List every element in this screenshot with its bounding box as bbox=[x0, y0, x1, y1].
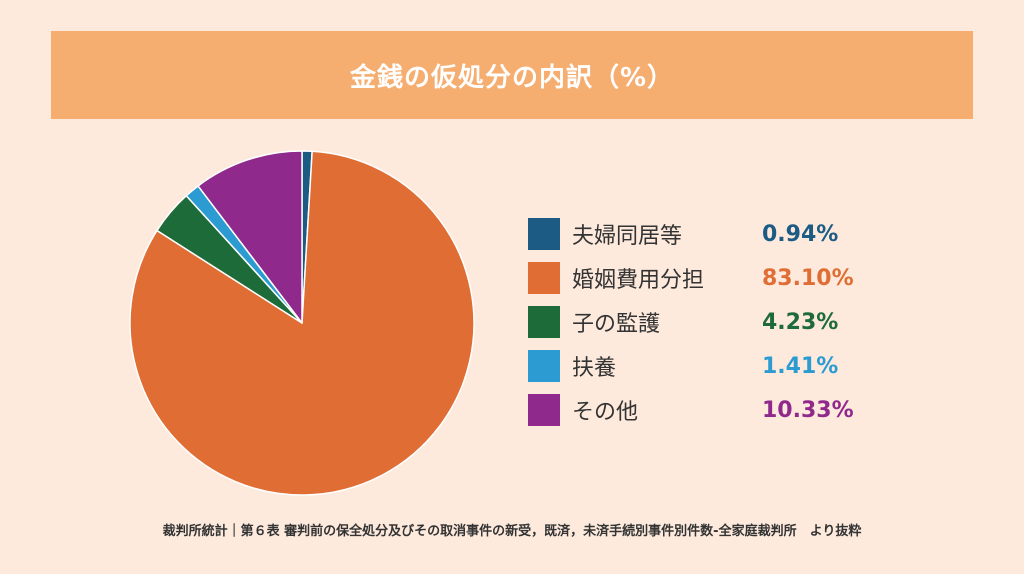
legend-item: 扶養 1.41% bbox=[528, 344, 928, 388]
legend-value: 10.33% bbox=[762, 397, 854, 423]
legend-label: その他 bbox=[572, 400, 639, 425]
legend-item: 婚姻費用分担 83.10% bbox=[528, 256, 928, 300]
legend-value: 1.41% bbox=[762, 353, 839, 379]
legend-label: 婚姻費用分担 bbox=[572, 268, 705, 293]
pie-chart bbox=[129, 150, 475, 496]
legend-item: その他 10.33% bbox=[528, 388, 928, 432]
legend-label: 子の監護 bbox=[572, 312, 661, 337]
legend-label: 扶養 bbox=[572, 356, 617, 381]
legend: 夫婦同居等 0.94% 婚姻費用分担 83.10% 子の監護 4.23% 扶養 … bbox=[528, 212, 928, 432]
chart-title: 金銭の仮処分の内訳（%） bbox=[349, 62, 675, 93]
title-banner: 金銭の仮処分の内訳（%） bbox=[51, 31, 973, 119]
source-note: 裁判所統計｜第６表 審判前の保全処分及びその取消事件の新受，既済，未済手続別事件… bbox=[162, 524, 862, 539]
pie-slice-5 bbox=[197, 150, 303, 324]
legend-value: 83.10% bbox=[762, 265, 854, 291]
legend-item: 子の監護 4.23% bbox=[528, 300, 928, 344]
legend-swatch bbox=[528, 394, 560, 426]
legend-item: 夫婦同居等 0.94% bbox=[528, 212, 928, 256]
legend-swatch bbox=[528, 350, 560, 382]
legend-label: 夫婦同居等 bbox=[572, 224, 683, 249]
legend-swatch bbox=[528, 262, 560, 294]
legend-value: 0.94% bbox=[762, 221, 839, 247]
legend-swatch bbox=[528, 306, 560, 338]
legend-value: 4.23% bbox=[762, 309, 839, 335]
legend-swatch bbox=[528, 218, 560, 250]
